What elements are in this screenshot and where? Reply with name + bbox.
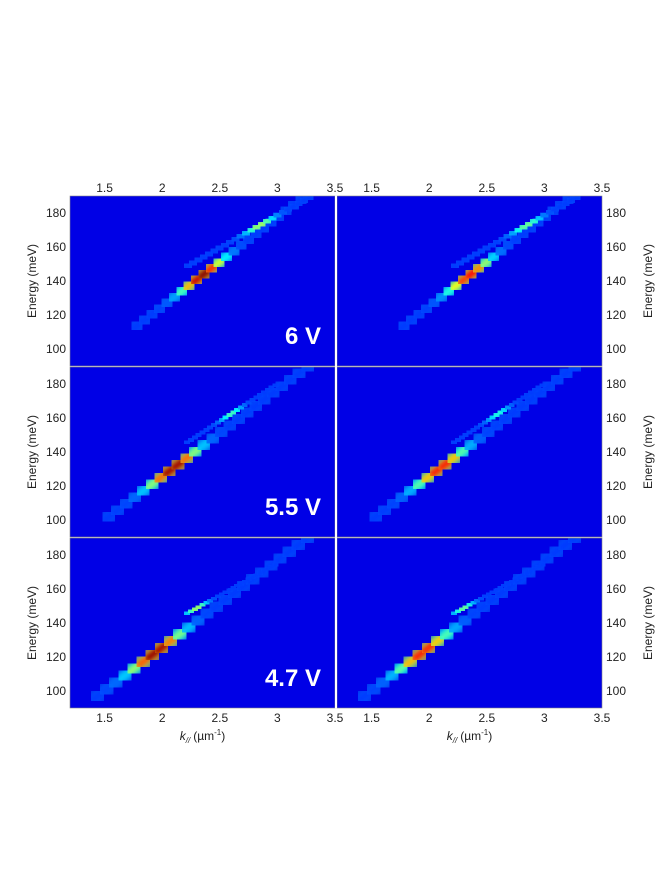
intensity-core bbox=[537, 560, 548, 570]
y-tick-left: 120 bbox=[46, 650, 66, 664]
heatmap-panel bbox=[337, 538, 602, 708]
x-tick-bottom: 1.5 bbox=[363, 711, 380, 725]
y-tick-left: 160 bbox=[46, 582, 66, 596]
y-tick-right: 180 bbox=[606, 206, 626, 220]
x-tick-bottom: 3 bbox=[274, 711, 281, 725]
y-tick-right: 180 bbox=[606, 377, 626, 391]
y-tick-right: 120 bbox=[606, 479, 626, 493]
y-tick-right: 180 bbox=[606, 548, 626, 562]
y-axis-label-right: Energy (meV) bbox=[641, 244, 655, 318]
heatmap-panels: 6 V 5.5 V 4.7 V bbox=[69, 195, 603, 709]
y-tick-right: 160 bbox=[606, 240, 626, 254]
intensity-core bbox=[303, 196, 316, 203]
x-tick-top: 3.5 bbox=[327, 181, 344, 195]
x-axis-label: k//(µm-1) bbox=[180, 728, 225, 745]
x-tick-bottom: 1.5 bbox=[96, 711, 113, 725]
heatmap-panel bbox=[70, 367, 335, 537]
y-tick-left: 140 bbox=[46, 274, 66, 288]
y-tick-left: 140 bbox=[46, 445, 66, 459]
y-tick-left: 120 bbox=[46, 308, 66, 322]
x-axis-label: k//(µm-1) bbox=[447, 728, 492, 745]
x-tick-top: 2 bbox=[159, 181, 166, 195]
y-tick-right: 160 bbox=[606, 411, 626, 425]
voltage-label: 6 V bbox=[285, 323, 321, 350]
heatmap-panel bbox=[337, 196, 602, 366]
intensity-core bbox=[270, 560, 281, 570]
voltage-label: 4.7 V bbox=[265, 665, 321, 692]
intensity-core bbox=[537, 380, 548, 390]
y-axis-label-left: Energy (meV) bbox=[25, 415, 39, 489]
intensity-core bbox=[299, 367, 314, 374]
x-tick-top: 3 bbox=[541, 181, 548, 195]
y-tick-right: 140 bbox=[606, 445, 626, 459]
x-tick-top: 1.5 bbox=[363, 181, 380, 195]
y-tick-left: 180 bbox=[46, 548, 66, 562]
axes: 1.5 1.5 2 2 2.5 2.5 3 3 3.5 3.5 k//(µm-1) 1.5 1.5 2 2 2… bbox=[25, 181, 655, 745]
y-axis-label-right: Energy (meV) bbox=[641, 415, 655, 489]
y-tick-right: 140 bbox=[606, 274, 626, 288]
heatmap-panel bbox=[337, 367, 602, 537]
x-tick-bottom: 3 bbox=[541, 711, 548, 725]
y-tick-right: 160 bbox=[606, 582, 626, 596]
y-tick-left: 140 bbox=[46, 616, 66, 630]
y-tick-right: 100 bbox=[606, 513, 626, 527]
y-tick-right: 140 bbox=[606, 616, 626, 630]
y-axis-label-right: Energy (meV) bbox=[641, 586, 655, 660]
intensity-core bbox=[566, 367, 581, 374]
heatmap-panel bbox=[70, 538, 335, 708]
y-tick-right: 100 bbox=[606, 342, 626, 356]
x-tick-bottom: 3.5 bbox=[594, 711, 611, 725]
x-tick-bottom: 2 bbox=[159, 711, 166, 725]
x-tick-bottom: 2 bbox=[426, 711, 433, 725]
x-tick-bottom: 2.5 bbox=[478, 711, 495, 725]
x-tick-top: 1.5 bbox=[96, 181, 113, 195]
y-tick-left: 160 bbox=[46, 411, 66, 425]
y-tick-left: 120 bbox=[46, 479, 66, 493]
x-tick-top: 2.5 bbox=[211, 181, 228, 195]
x-tick-top: 3.5 bbox=[594, 181, 611, 195]
y-tick-left: 160 bbox=[46, 240, 66, 254]
y-tick-right: 120 bbox=[606, 308, 626, 322]
y-axis-label-left: Energy (meV) bbox=[25, 244, 39, 318]
y-tick-left: 180 bbox=[46, 377, 66, 391]
intensity-core bbox=[270, 380, 281, 390]
y-tick-left: 180 bbox=[46, 206, 66, 220]
x-tick-bottom: 3.5 bbox=[327, 711, 344, 725]
x-tick-top: 3 bbox=[274, 181, 281, 195]
y-tick-left: 100 bbox=[46, 513, 66, 527]
x-tick-bottom: 2.5 bbox=[211, 711, 228, 725]
y-tick-right: 100 bbox=[606, 684, 626, 698]
x-tick-top: 2.5 bbox=[478, 181, 495, 195]
y-tick-right: 120 bbox=[606, 650, 626, 664]
voltage-label: 5.5 V bbox=[265, 494, 321, 521]
heatmap-panel bbox=[70, 196, 335, 366]
x-tick-top: 2 bbox=[426, 181, 433, 195]
intensity-core bbox=[570, 196, 583, 203]
y-tick-left: 100 bbox=[46, 342, 66, 356]
y-axis-label-left: Energy (meV) bbox=[25, 586, 39, 660]
y-tick-left: 100 bbox=[46, 684, 66, 698]
